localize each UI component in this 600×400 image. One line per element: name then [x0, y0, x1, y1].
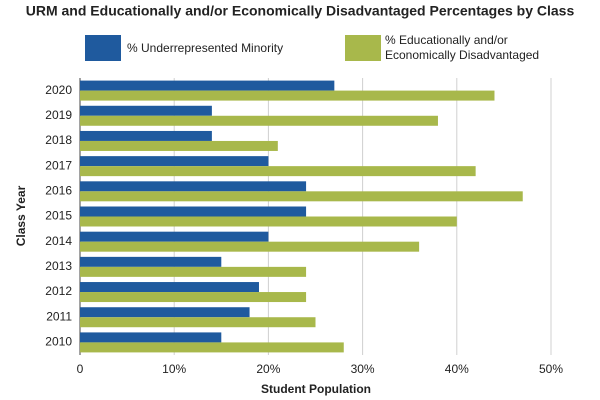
bar [80, 241, 420, 252]
bar [80, 80, 335, 91]
x-tick-label: 50% [539, 362, 563, 376]
legend-swatch [85, 35, 121, 61]
y-tick-label: 2016 [45, 183, 72, 197]
x-axis-label: Student Population [261, 382, 371, 396]
bar [80, 166, 476, 177]
bar [80, 105, 212, 116]
bar [80, 181, 307, 192]
legend-label: % Educationally and/or Economically Disa… [385, 33, 540, 62]
x-tick-label: 0 [77, 362, 84, 376]
legend-swatch [345, 35, 381, 61]
y-tick-label: 2020 [45, 83, 72, 97]
bar [80, 317, 316, 328]
bar [80, 140, 278, 151]
y-tick-label: 2012 [45, 284, 72, 298]
y-tick-label: 2017 [45, 158, 72, 172]
x-tick-label: 10% [162, 362, 186, 376]
y-tick-label: 2010 [45, 335, 72, 349]
y-tick-label: 2015 [45, 209, 72, 223]
bar [80, 115, 438, 126]
bar [80, 90, 495, 101]
bar [80, 130, 212, 141]
y-tick-label: 2018 [45, 133, 72, 147]
bar [80, 216, 457, 227]
y-axis-label: Class Year [14, 185, 28, 246]
y-tick-label: 2011 [46, 309, 72, 323]
y-tick-label: 2013 [45, 259, 72, 273]
bar [80, 292, 307, 303]
chart-title: URM and Educationally and/or Economicall… [26, 3, 575, 19]
bar [80, 332, 222, 343]
y-tick-label: 2014 [45, 234, 72, 248]
legend-label: % Underrepresented Minority [127, 41, 284, 55]
x-tick-label: 40% [445, 362, 469, 376]
bar [80, 282, 259, 293]
bar [80, 342, 344, 353]
y-tick-label: 2019 [45, 108, 72, 122]
bar [80, 231, 269, 242]
bar [80, 307, 250, 318]
bar [80, 206, 307, 217]
bar [80, 191, 523, 202]
bar [80, 266, 307, 277]
x-tick-label: 30% [351, 362, 375, 376]
bar [80, 256, 222, 267]
bar [80, 156, 269, 167]
x-tick-label: 20% [256, 362, 280, 376]
